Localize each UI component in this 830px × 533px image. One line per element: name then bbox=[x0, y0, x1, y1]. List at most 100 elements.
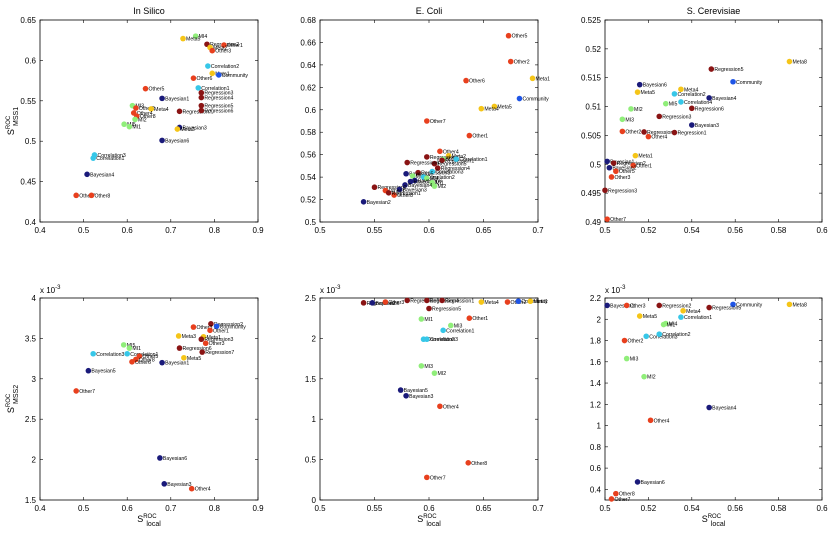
point-label: Other4 bbox=[195, 487, 211, 493]
data-point bbox=[678, 314, 684, 320]
point-label: Other1 bbox=[213, 328, 229, 334]
point-label: Meta2 bbox=[452, 154, 467, 160]
y-tick-label: 2.5 bbox=[25, 415, 37, 424]
point-label: Correlation1 bbox=[459, 157, 487, 163]
x-tick-label: 0.7 bbox=[165, 226, 177, 235]
data-point bbox=[708, 66, 715, 72]
x-tick-label: 0.6 bbox=[122, 226, 134, 235]
point-label: Correlation3 bbox=[649, 334, 677, 340]
point-label: Meta5 bbox=[643, 314, 658, 320]
data-point bbox=[88, 192, 95, 199]
y-exponent: x 10-3 bbox=[605, 285, 626, 295]
point-label: Bayesian6 bbox=[643, 83, 667, 89]
y-tick-label: 2 bbox=[597, 315, 602, 324]
data-point bbox=[439, 297, 445, 304]
point-label: Other3 bbox=[388, 300, 404, 306]
point-label: Meta4 bbox=[686, 309, 701, 315]
point-label: Bayesian6 bbox=[165, 138, 189, 144]
point-label: Bayesian4 bbox=[712, 406, 736, 412]
data-point bbox=[382, 299, 389, 305]
point-label: Other4 bbox=[651, 135, 667, 141]
point-label: Regression7 bbox=[205, 350, 234, 356]
y-tick-label: 1.4 bbox=[590, 379, 602, 388]
data-point bbox=[445, 152, 452, 159]
panel-6: 0.5 0.52 0.54 0.56 0.58 0.6 0.4 0.6 0.8 1 1.2 1.4 1.… bbox=[590, 285, 828, 528]
point-label: Bayesian3 bbox=[403, 187, 427, 193]
data-point bbox=[424, 175, 430, 182]
axes-box bbox=[39, 297, 259, 501]
point-label: Regression3 bbox=[204, 91, 233, 97]
point-label: Meta1 bbox=[207, 335, 222, 341]
point-label: Other6 bbox=[469, 79, 485, 85]
y-tick-label: 0.8 bbox=[590, 443, 602, 452]
data-point bbox=[515, 298, 522, 305]
point-label: MI4 bbox=[669, 322, 678, 328]
data-point bbox=[73, 192, 79, 199]
point-label: MI4 bbox=[199, 34, 208, 40]
y-tick-label: 1.5 bbox=[25, 496, 37, 505]
y-axis-label: SROCMSS1 bbox=[6, 107, 20, 135]
data-point bbox=[90, 350, 96, 357]
point-label: Bayesian4 bbox=[408, 183, 432, 189]
x-tick-label: 0.5 bbox=[78, 226, 90, 235]
data-point bbox=[619, 128, 626, 135]
point-label: Bayesian2 bbox=[367, 200, 391, 206]
point-label: MI1 bbox=[424, 317, 433, 323]
point-label: Bayesian2 bbox=[612, 166, 636, 172]
point-label: Other2 bbox=[139, 106, 155, 112]
y-tick-label: 2 bbox=[312, 334, 317, 343]
point-label: Other7 bbox=[79, 389, 95, 395]
data-point bbox=[198, 336, 205, 343]
data-point bbox=[466, 315, 473, 322]
y-tick-label: 2 bbox=[32, 456, 37, 465]
data-point bbox=[604, 216, 610, 222]
panel-3: 0.5 0.52 0.54 0.56 0.58 0.6 0.49 0.495 0.5 0.505 0… bbox=[581, 6, 828, 235]
point-label: Bayesian5 bbox=[91, 369, 115, 375]
x-tick-label: 0.56 bbox=[727, 226, 743, 235]
point-label: Other3 bbox=[630, 303, 646, 309]
y-tick-label: 0.525 bbox=[581, 16, 602, 25]
point-label: MI1 bbox=[435, 181, 444, 187]
data-point bbox=[647, 417, 654, 424]
point-label: MI2 bbox=[634, 107, 643, 113]
data-point bbox=[610, 160, 617, 166]
point-label: Other5 bbox=[149, 87, 165, 93]
data-point bbox=[409, 173, 416, 179]
point-label: Other7 bbox=[430, 119, 446, 125]
data-point bbox=[424, 118, 430, 124]
point-label: Other8 bbox=[397, 193, 413, 199]
data-point bbox=[148, 106, 154, 112]
data-point bbox=[176, 108, 183, 115]
y-exponent: x 10-3 bbox=[40, 285, 61, 295]
y-exponent: x 10-3 bbox=[320, 285, 341, 295]
x-axis-label: SROC local bbox=[137, 514, 161, 528]
point-label: Other1 bbox=[227, 43, 243, 49]
point-label: Other7 bbox=[79, 193, 95, 199]
point-label: Community bbox=[736, 80, 763, 86]
data-point bbox=[529, 75, 536, 82]
y-tick-label: 0.54 bbox=[300, 173, 316, 182]
data-point bbox=[656, 331, 663, 337]
y-tick-label: 0.6 bbox=[25, 56, 37, 65]
data-point bbox=[190, 75, 197, 81]
x-tick-label: 0.8 bbox=[209, 504, 221, 513]
point-label: MI3 bbox=[424, 364, 433, 370]
data-point bbox=[209, 70, 216, 77]
y-tick-label: 0.66 bbox=[300, 38, 316, 47]
point-label: Regression5 bbox=[712, 306, 741, 312]
data-point bbox=[369, 300, 376, 306]
data-point bbox=[437, 403, 443, 410]
data-point bbox=[689, 122, 695, 128]
point-label: Other3 bbox=[615, 175, 631, 181]
data-point bbox=[608, 174, 615, 180]
point-label: MI3 bbox=[625, 117, 634, 123]
y-tick-label: 1 bbox=[312, 415, 317, 424]
data-point bbox=[391, 192, 397, 198]
point-label: Regression3 bbox=[608, 188, 637, 194]
point-label: Meta5 bbox=[187, 356, 202, 362]
point-label: Regression1 bbox=[445, 298, 474, 304]
data-point bbox=[426, 305, 432, 312]
point-label: Meta8 bbox=[792, 302, 807, 308]
point-label: Bayesian5 bbox=[409, 172, 433, 178]
